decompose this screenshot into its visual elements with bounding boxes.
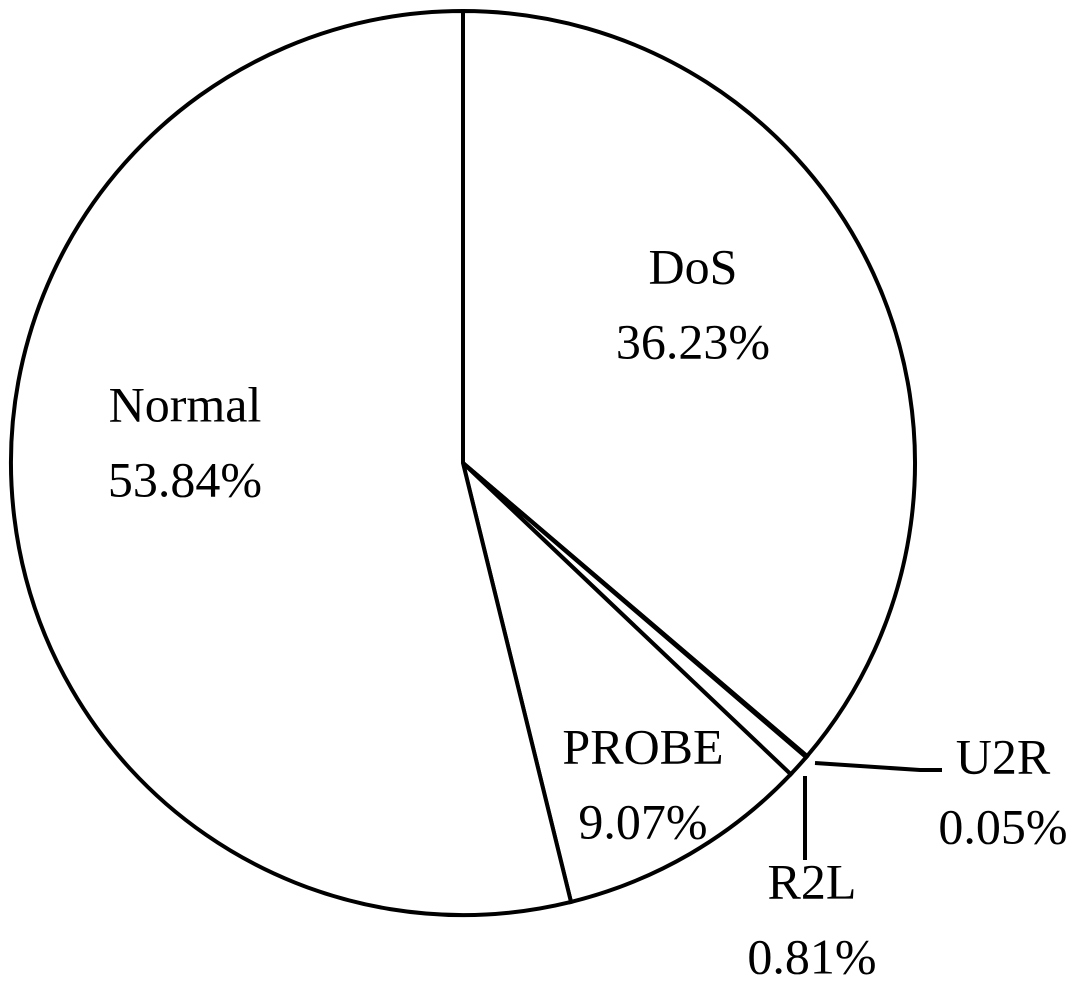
- slice-label: Normal: [109, 376, 262, 432]
- slice-label: DoS: [649, 238, 738, 294]
- pie-slice: [9, 8, 574, 917]
- slice-value-label: 0.05%: [938, 798, 1067, 854]
- slice-value-label: 9.07%: [578, 793, 707, 849]
- slice-value-label: 36.23%: [616, 313, 770, 369]
- leader-line: [814, 761, 942, 772]
- pie-slice: [461, 8, 917, 759]
- slice-label: PROBE: [562, 718, 723, 774]
- slice-label: U2R: [956, 728, 1051, 784]
- slice-value-label: 53.84%: [108, 451, 262, 507]
- slice-value-label: 0.81%: [747, 928, 876, 984]
- slice-label: R2L: [768, 853, 857, 909]
